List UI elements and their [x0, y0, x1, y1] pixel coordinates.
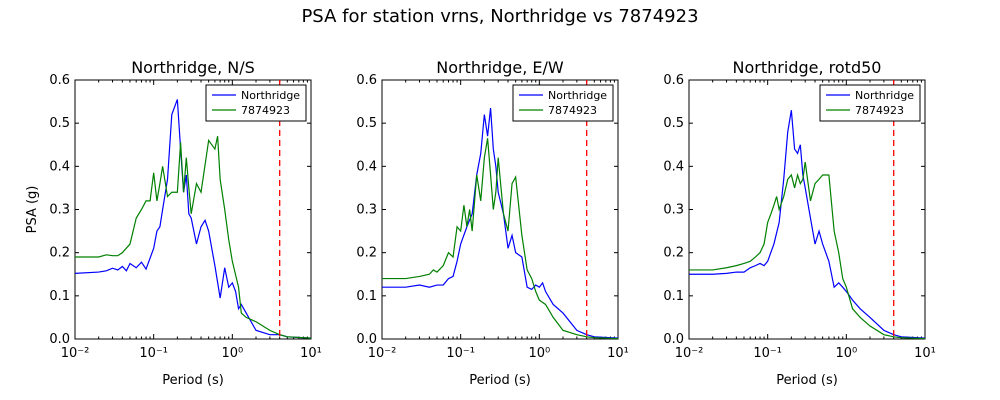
- chart-panel-1: Northridge, N/S 0.0 0.1 0.2 0.3 0.4 0.5 0.6 10⁻²…: [25, 58, 322, 388]
- legend-label: 7874923: [855, 104, 904, 117]
- x-tick-label: 10¹: [914, 346, 936, 361]
- legend: Northridge 7874923: [819, 84, 921, 122]
- x-tick-label: 10⁻¹: [753, 346, 782, 361]
- y-tick-label: 0.3: [356, 203, 377, 218]
- panel-title: Northridge, N/S: [131, 58, 255, 77]
- x-tick-label: 10⁻¹: [139, 346, 168, 361]
- y-tick-label: 0.5: [356, 116, 377, 131]
- series-line-simulation: [382, 138, 618, 339]
- y-axis-label: PSA (g): [25, 186, 40, 234]
- y-tick-label: 0.1: [49, 289, 70, 304]
- y-tick-label: 0.0: [356, 332, 377, 347]
- legend-box: [512, 84, 614, 122]
- x-axis-label: Period (s): [469, 373, 531, 388]
- y-tick-label: 0.3: [663, 203, 684, 218]
- y-tick-label: 0.5: [49, 116, 70, 131]
- y-tick-label: 0.0: [663, 332, 684, 347]
- legend-box: [819, 84, 921, 122]
- x-tick-label: 10⁰: [221, 346, 243, 361]
- y-tick-label: 0.4: [49, 159, 70, 174]
- x-axis-label: Period (s): [162, 373, 224, 388]
- x-tick-label: 10¹: [607, 346, 629, 361]
- y-tick-label: 0.5: [663, 116, 684, 131]
- legend: Northridge 7874923: [205, 84, 307, 122]
- series-line-northridge: [382, 107, 618, 339]
- x-axis-label: Period (s): [776, 373, 838, 388]
- y-tick-label: 0.6: [356, 73, 377, 88]
- legend-box: [205, 84, 307, 122]
- y-tick-label: 0.2: [663, 246, 684, 261]
- y-tick-label: 0.4: [356, 159, 377, 174]
- x-tick-label: 10⁰: [835, 346, 857, 361]
- legend-label: 7874923: [548, 104, 597, 117]
- chart-panel-2: Northridge, E/W 0.0 0.1 0.2 0.3 0.4 0.5 0.6 10⁻²…: [356, 58, 629, 388]
- x-tick-label: 10⁻²: [675, 346, 704, 361]
- chart-panel-3: Northridge, rotd50 0.0 0.1 0.2 0.3 0.4 0.5 0.6 1…: [663, 58, 936, 388]
- x-tick-label: 10⁰: [528, 346, 550, 361]
- series-line-northridge: [75, 99, 311, 339]
- y-tick-label: 0.3: [49, 203, 70, 218]
- y-tick-label: 0.2: [356, 246, 377, 261]
- legend-label: 7874923: [241, 104, 290, 117]
- series-line-simulation: [689, 161, 925, 339]
- y-tick-label: 0.1: [663, 289, 684, 304]
- x-tick-label: 10⁻²: [61, 346, 90, 361]
- y-tick-label: 0.1: [356, 289, 377, 304]
- x-tick-label: 10¹: [300, 346, 322, 361]
- legend-label: Northridge: [548, 89, 607, 102]
- x-tick-label: 10⁻¹: [446, 346, 475, 361]
- x-tick-label: 10⁻²: [368, 346, 397, 361]
- y-tick-label: 0.6: [49, 73, 70, 88]
- legend-label: Northridge: [855, 89, 914, 102]
- panel-title: Northridge, E/W: [436, 58, 564, 77]
- y-tick-label: 0.2: [49, 246, 70, 261]
- series-line-simulation: [75, 135, 311, 339]
- figure-title: PSA for station vrns, Northridge vs 7874…: [301, 6, 698, 27]
- legend: Northridge 7874923: [512, 84, 614, 122]
- panel-title: Northridge, rotd50: [733, 58, 882, 77]
- y-tick-label: 0.6: [663, 73, 684, 88]
- legend-label: Northridge: [241, 89, 300, 102]
- y-tick-label: 0.4: [663, 159, 684, 174]
- y-tick-label: 0.0: [49, 332, 70, 347]
